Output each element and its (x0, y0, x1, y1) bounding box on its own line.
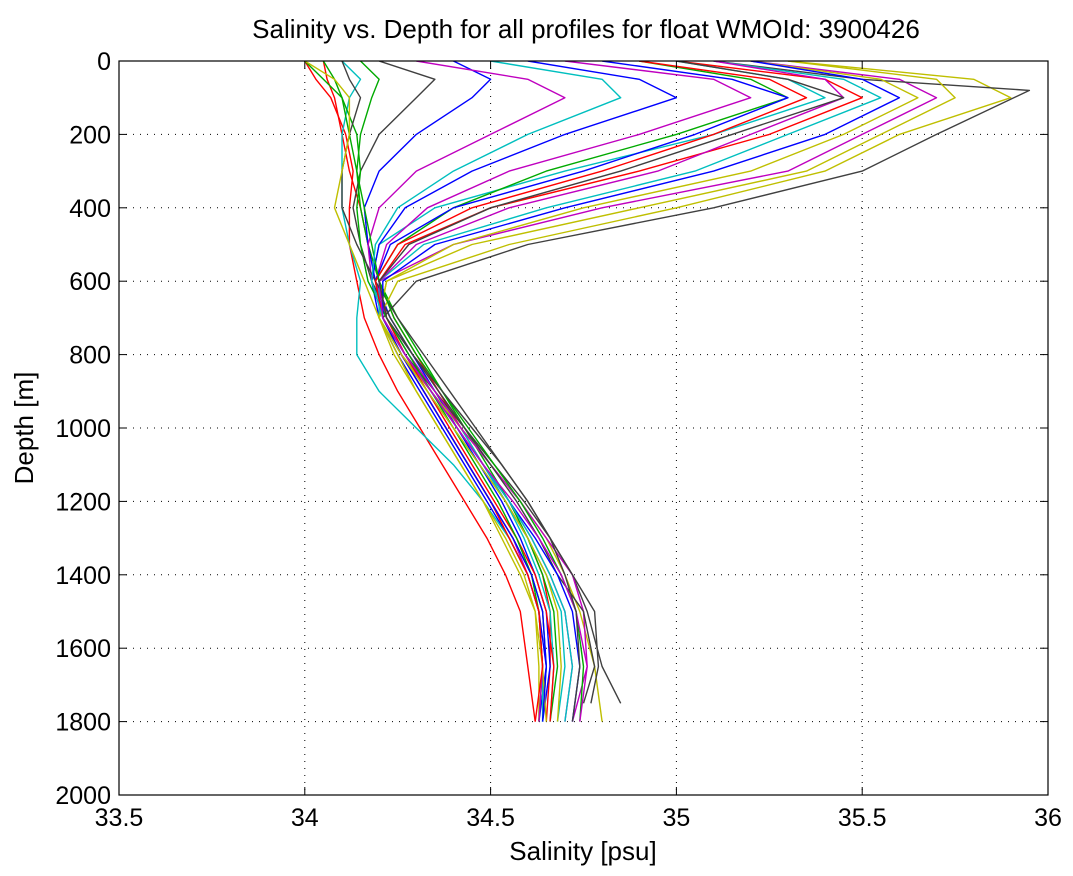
profile-line (378, 61, 845, 722)
x-tick-label: 34 (291, 804, 319, 832)
y-tick-label: 1200 (55, 488, 111, 516)
x-axis-title: Salinity [psu] (509, 836, 656, 866)
profile-line (304, 61, 536, 722)
x-tick-label: 36 (1034, 804, 1062, 832)
y-axis-ticks: 0 200 400 600 800 1000 1200 1400 1600 1800 2000 (55, 48, 1048, 810)
y-tick-label: 2000 (55, 782, 111, 810)
y-tick-label: 400 (69, 195, 111, 223)
y-tick-label: 1000 (55, 415, 111, 443)
profile-line (378, 61, 845, 722)
profile-line (304, 61, 562, 722)
y-axis-title: Depth [m] (9, 372, 39, 485)
x-tick-label: 33.5 (95, 804, 144, 832)
y-tick-label: 0 (97, 48, 111, 76)
x-tick-label: 35.5 (838, 804, 887, 832)
x-tick-label: 34.5 (466, 804, 515, 832)
y-tick-label: 1600 (55, 635, 111, 663)
profile-line (356, 61, 559, 722)
profile-line (378, 61, 919, 722)
y-tick-label: 800 (69, 342, 111, 370)
grid (119, 61, 1048, 795)
chart-title: Salinity vs. Depth for all profiles for … (252, 14, 920, 44)
x-tick-label: 35 (662, 804, 690, 832)
x-axis-ticks: 33.5 34 34.5 35 35.5 36 (95, 61, 1062, 832)
y-tick-label: 1800 (55, 709, 111, 737)
y-tick-label: 1400 (55, 562, 111, 590)
y-tick-label: 200 (69, 121, 111, 149)
profiles (304, 61, 1031, 722)
profile-line (378, 61, 956, 722)
y-tick-label: 600 (69, 268, 111, 296)
